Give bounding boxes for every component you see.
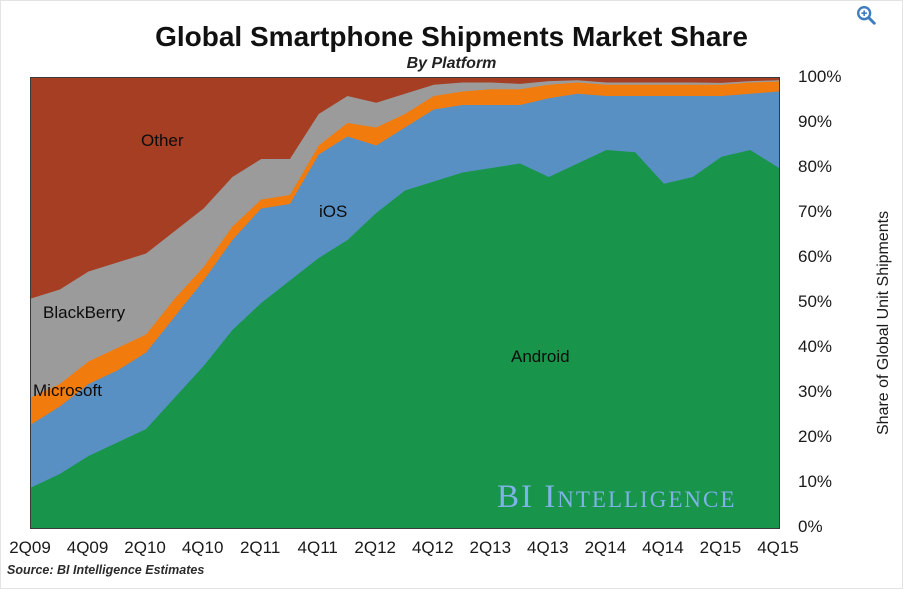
- x-tick-label: 4Q14: [642, 538, 684, 557]
- series-label-ios: iOS: [319, 202, 348, 221]
- series-label-blackberry: BlackBerry: [43, 303, 126, 322]
- y-tick-label: 30%: [798, 382, 833, 401]
- x-tick-label: 4Q09: [66, 538, 109, 557]
- y-tick-label: 40%: [798, 337, 833, 356]
- x-tick-label: 2Q12: [354, 538, 397, 557]
- x-tick-label: 2Q13: [469, 538, 512, 557]
- y-tick-label: 50%: [798, 292, 833, 311]
- area-android: [31, 150, 779, 528]
- y-axis-title: Share of Global Unit Shipments: [875, 210, 892, 435]
- zoom-in-icon[interactable]: [855, 4, 877, 26]
- x-tick-label: 4Q10: [181, 538, 224, 557]
- x-tick-label: 2Q14: [584, 538, 627, 557]
- x-tick-label: 2Q09: [9, 538, 51, 557]
- stacked-area-plot: [30, 77, 780, 529]
- series-label-other: Other: [141, 131, 184, 150]
- source-note: Source: BI Intelligence Estimates: [7, 563, 205, 577]
- y-tick-label: 60%: [798, 247, 833, 266]
- series-label-microsoft: Microsoft: [33, 381, 102, 400]
- x-tick-label: 4Q12: [411, 538, 454, 557]
- y-tick-label: 100%: [798, 67, 842, 86]
- x-tick-label: 4Q15: [757, 538, 799, 557]
- y-tick-label: 80%: [798, 157, 833, 176]
- y-tick-label: 90%: [798, 112, 833, 131]
- watermark: BI Intelligence: [497, 479, 737, 515]
- y-tick-label: 20%: [798, 427, 833, 446]
- y-tick-label: 70%: [798, 202, 833, 221]
- series-label-android: Android: [511, 347, 570, 366]
- x-tick-label: 2Q11: [239, 538, 281, 557]
- x-tick-label: 4Q11: [297, 538, 338, 557]
- x-tick-label: 2Q15: [699, 538, 742, 557]
- y-tick-label: 10%: [798, 472, 833, 491]
- x-tick-label: 4Q13: [527, 538, 569, 557]
- chart-title: Global Smartphone Shipments Market Share: [155, 21, 748, 52]
- chart-subtitle: By Platform: [406, 55, 497, 72]
- x-tick-label: 2Q10: [124, 538, 166, 557]
- y-tick-label: 0%: [798, 517, 823, 536]
